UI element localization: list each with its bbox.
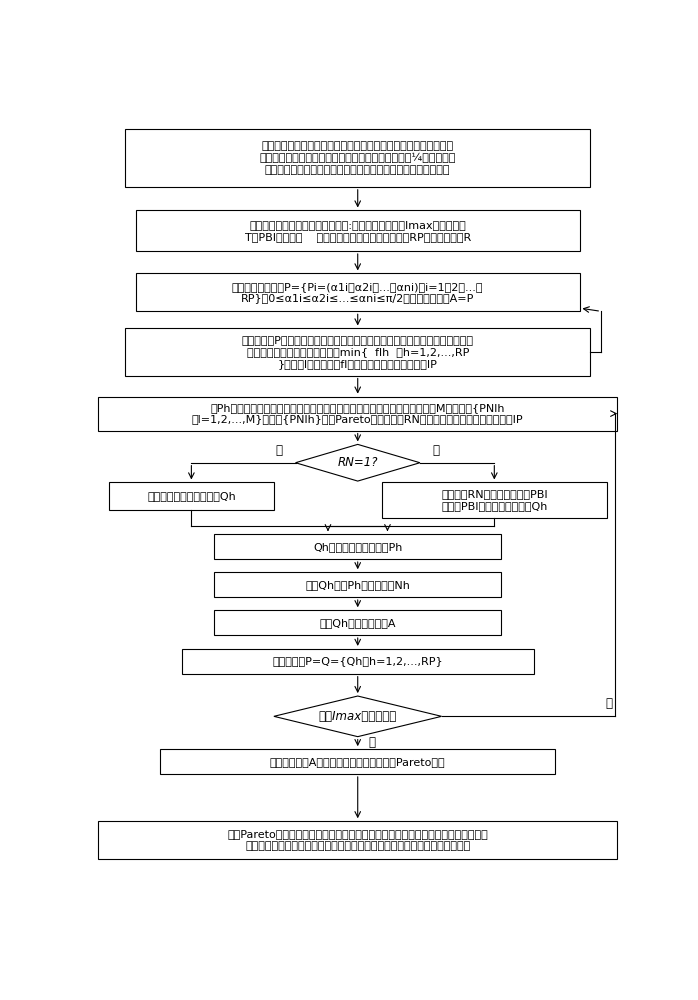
Text: RN=1?: RN=1? [337, 456, 378, 469]
Text: 是: 是 [276, 444, 283, 457]
Text: 设置多目标优化求解器的优化参数:最大迭代优化次数Imax，邻居数目
T，PBI惩罚系数    ；按照系统抽样方法产生数目为RP的参考点集合R: 设置多目标优化求解器的优化参数:最大迭代优化次数Imax，邻居数目 T，PBI惩… [244, 220, 471, 242]
Bar [161, 749, 555, 774]
Bar [214, 610, 501, 635]
Text: 输入实际工程应用要求确定模块化多电平变换器特定谐波抑制的目
标谐波阶次及抑制上限值，通过傅氏变换法建立基于¼周期对称的
模块化多电平变换器特定谐波抑制的多目标优: 输入实际工程应用要求确定模块化多电平变换器特定谐波抑制的目 标谐波阶次及抑制上限… [260, 141, 456, 175]
Bar [382, 482, 607, 518]
Text: 对初始种群P的对应的模块化多电平变换器特定谐波适应度函数进行计算评估，
将种群中每个目标函数的最小值min{  flh  ，h=1,2,...,RP
}作为第l: 对初始种群P的对应的模块化多电平变换器特定谐波适应度函数进行计算评估， 将种群中… [242, 335, 474, 369]
Bar [214, 572, 501, 597]
Text: Qh无条件替代当前个体Ph: Qh无条件替代当前个体Ph [313, 542, 403, 552]
Bar [98, 821, 617, 859]
Text: 采用Qh更新Ph的邻居集合Nh: 采用Qh更新Ph的邻居集合Nh [305, 580, 410, 590]
Text: 无条件接受P=Q={Qh，h=1,2,...,RP}: 无条件接受P=Q={Qh，h=1,2,...,RP} [272, 656, 443, 666]
Polygon shape [295, 444, 420, 481]
Text: 满足Imax终止条件？: 满足Imax终止条件？ [318, 710, 397, 723]
Bar [182, 649, 533, 674]
Bar [136, 210, 579, 251]
Bar [125, 328, 591, 376]
Bar [136, 273, 579, 311]
Text: 否: 否 [605, 697, 612, 710]
Bar [109, 482, 274, 510]
Text: 是: 是 [369, 736, 376, 749]
Text: 选取Pareto解集对应的中间非支配解，将其传输给模块化多电平变换器的脉宽调制模
块，通过示波器检测模块化多电平变换器电压输出波形和对应的总谐波畸变率: 选取Pareto解集对应的中间非支配解，将其传输给模块化多电平变换器的脉宽调制模… [228, 829, 488, 851]
Bar [125, 129, 591, 187]
Text: 对Ph中每个变量逐一进行自适应多项式变异，并且保持其它变量不变，得到M个新个体{PNlh
，l=1,2,...,M}，并对{PNlh}进行Pareto比较，得到: 对Ph中每个变量逐一进行自适应多项式变异，并且保持其它变量不变，得到M个新个体{… [192, 403, 524, 424]
Bar [214, 534, 501, 559]
Polygon shape [274, 696, 442, 737]
Text: 否: 否 [433, 444, 440, 457]
Text: 输出外部存档A，即为所求特定谐波抑制的Pareto解集: 输出外部存档A，即为所求特定谐波抑制的Pareto解集 [270, 757, 445, 767]
Text: 计算评估RN个非支配个体的PBI
值，将PBI最小的个体设置为Qh: 计算评估RN个非支配个体的PBI 值，将PBI最小的个体设置为Qh [441, 489, 548, 511]
Bar [98, 397, 617, 431]
Text: 随机产生初始种群P={Pi=(α1i，α2i，...，αni)，i=1，2，...，
RP}，0≤α1i≤α2i≤...≤αni≤π/2，设置外部存档A=P: 随机产生初始种群P={Pi=(α1i，α2i，...，αni)，i=1，2，..… [232, 282, 484, 303]
Text: 采用Qh更新外部存档A: 采用Qh更新外部存档A [320, 618, 396, 628]
Text: 将该个非支配个体设置为Qh: 将该个非支配个体设置为Qh [147, 491, 236, 501]
